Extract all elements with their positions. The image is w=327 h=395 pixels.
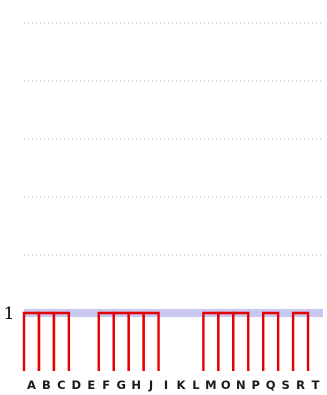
highlight-band-layer (24, 308, 323, 318)
bar-B (37, 311, 56, 371)
bar-J (142, 311, 160, 371)
x-tick-label-G: G (116, 378, 125, 392)
x-tick-label-L: L (192, 378, 200, 392)
x-tick-label-S: S (281, 378, 289, 392)
bar-G (112, 311, 130, 371)
bar-C (52, 311, 71, 371)
x-tick-label-C: C (57, 378, 65, 392)
x-tick-label-T: T (312, 378, 320, 392)
bar-O (217, 311, 235, 371)
x-tick-label-M: M (205, 378, 216, 392)
highlight-band (24, 308, 323, 318)
grid (24, 22, 323, 314)
x-tick-label-R: R (296, 378, 305, 392)
x-tick-label-K: K (177, 378, 187, 392)
bar-H (127, 311, 145, 371)
x-tick-label-Q: Q (266, 378, 276, 392)
x-tick-label-H: H (131, 378, 141, 392)
x-tick-label-A: A (27, 378, 36, 392)
x-tick-label-D: D (72, 378, 82, 392)
bar-M (202, 311, 220, 371)
x-tick-label-N: N (236, 378, 246, 392)
x-tick-label-O: O (221, 378, 231, 392)
x-tick-label-J: J (148, 378, 153, 392)
bar-Q (262, 311, 280, 371)
bars (22, 311, 310, 371)
y-tick-labels: 1 (4, 304, 15, 324)
bar-N (232, 311, 250, 371)
y-tick-label-1: 1 (4, 304, 15, 324)
bar-A (22, 311, 41, 371)
x-tick-label-F: F (102, 378, 110, 392)
x-tick-label-B: B (42, 378, 51, 392)
x-tick-label-P: P (252, 378, 260, 392)
bar-R (291, 311, 310, 371)
x-tick-label-E: E (87, 378, 95, 392)
x-tick-label-I: I (164, 378, 168, 392)
bar-F (97, 311, 115, 371)
